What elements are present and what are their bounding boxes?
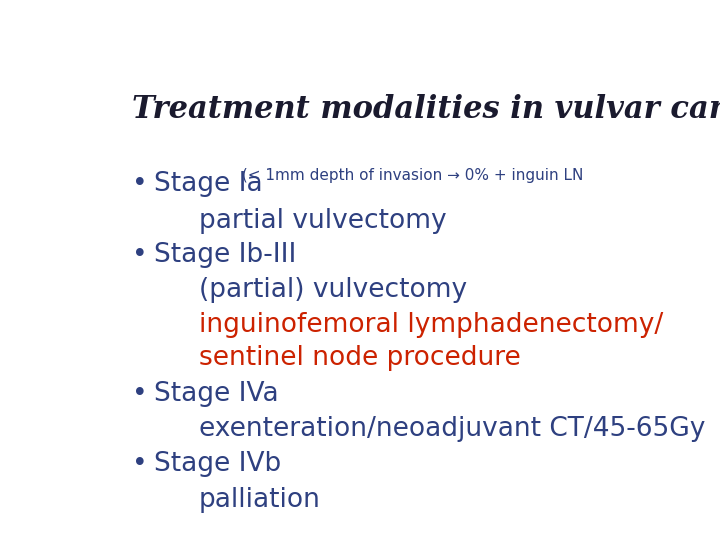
Text: •: •: [132, 381, 148, 407]
Text: Stage Ia: Stage Ia: [154, 171, 263, 197]
Text: sentinel node procedure: sentinel node procedure: [199, 346, 521, 372]
Text: •: •: [132, 241, 148, 267]
Text: Stage IVa: Stage IVa: [154, 381, 279, 407]
Text: Stage Ib-III: Stage Ib-III: [154, 241, 297, 267]
Text: (partial) vulvectomy: (partial) vulvectomy: [199, 277, 467, 303]
Text: partial vulvectomy: partial vulvectomy: [199, 208, 446, 234]
Text: •: •: [132, 171, 148, 197]
Text: •: •: [132, 451, 148, 477]
Text: (< 1mm depth of invasion → 0% + inguin LN: (< 1mm depth of invasion → 0% + inguin L…: [237, 167, 583, 183]
Text: exenteration/neoadjuvant CT/45-65Gy: exenteration/neoadjuvant CT/45-65Gy: [199, 416, 705, 442]
Text: palliation: palliation: [199, 487, 320, 513]
Text: Stage IVb: Stage IVb: [154, 451, 282, 477]
Text: Treatment modalities in vulvar cancer: Treatment modalities in vulvar cancer: [132, 94, 720, 125]
Text: inguinofemoral lymphadenectomy/: inguinofemoral lymphadenectomy/: [199, 312, 663, 338]
